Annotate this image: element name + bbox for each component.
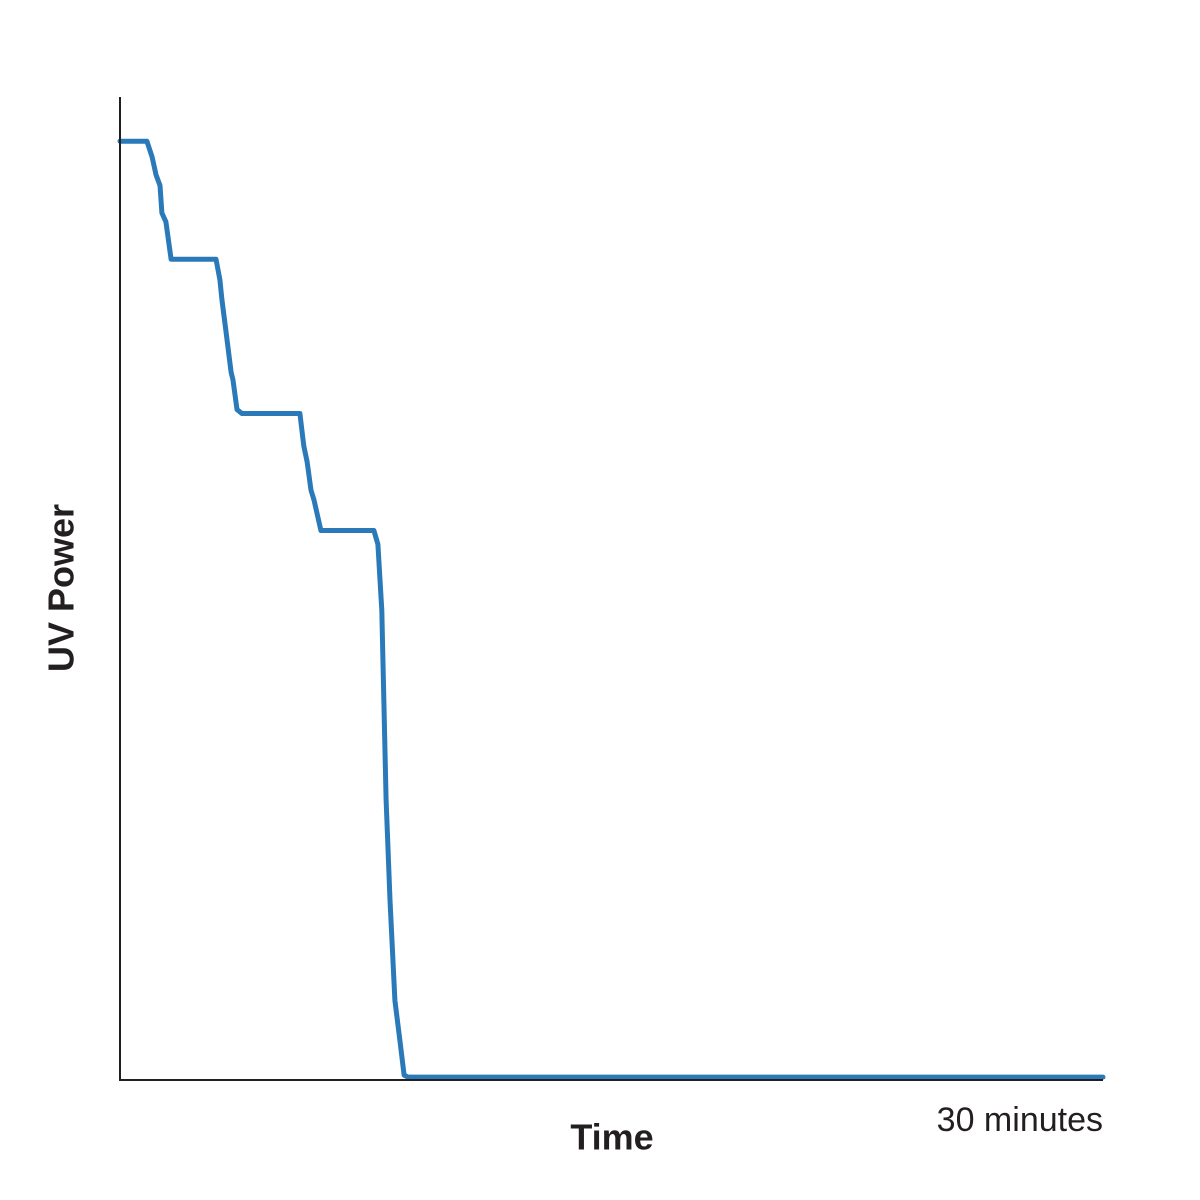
x-tick-label: 30 minutes bbox=[937, 1101, 1103, 1139]
data-line bbox=[117, 138, 1106, 1080]
y-axis-label: UV Power bbox=[41, 504, 82, 672]
x-axis-label: Time bbox=[570, 1117, 653, 1158]
